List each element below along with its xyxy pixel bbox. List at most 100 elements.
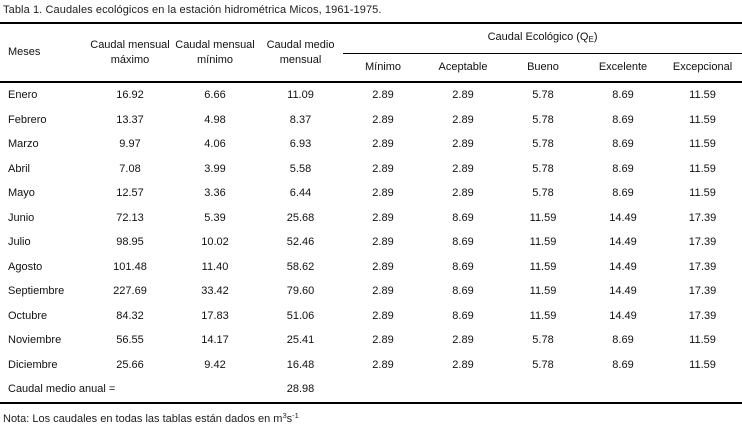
value-cell: 5.78 <box>532 187 554 200</box>
value-cell: 8.69 <box>452 260 474 273</box>
value-cell: 3.36 <box>204 187 226 200</box>
value-cell: 11.59 <box>689 138 716 151</box>
value-cell: 2.89 <box>452 187 474 200</box>
value-cell: 9.42 <box>204 358 226 371</box>
value-cell: 14.49 <box>609 309 637 322</box>
table-row: Septiembre 227.69 33.42 79.60 2.89 8.69 11.59 1… <box>0 279 742 304</box>
month-cell: Octubre <box>8 309 48 322</box>
value-cell: 11.59 <box>689 334 716 347</box>
value-cell: 11.59 <box>529 236 557 249</box>
value-cell: 7.08 <box>119 162 141 175</box>
value-cell: 5.78 <box>532 162 554 175</box>
value-cell: 11.09 <box>287 89 314 102</box>
table-row: Noviembre 56.55 14.17 25.41 2.89 2.89 5.78 8.69… <box>0 328 742 353</box>
value-cell: 8.69 <box>612 162 634 175</box>
col-header-caudal-max: Caudal mensual máximo <box>88 23 172 83</box>
value-cell: 14.49 <box>609 285 637 298</box>
month-cell: Febrero <box>8 113 47 126</box>
value-cell: 14.17 <box>201 334 229 347</box>
month-cell: Enero <box>8 89 38 102</box>
value-cell: 25.68 <box>286 211 315 224</box>
value-cell: 8.69 <box>452 309 474 322</box>
value-cell: 5.58 <box>289 162 312 175</box>
table-body: Enero 16.92 6.66 11.09 2.89 2.89 5.78 8.69 11.59… <box>0 82 742 403</box>
value-cell: 2.89 <box>452 358 474 371</box>
value-cell: 5.78 <box>532 89 554 102</box>
month-cell: Noviembre <box>8 334 62 347</box>
value-cell: 58.62 <box>286 260 315 273</box>
value-cell: 17.39 <box>688 285 717 298</box>
value-cell: 25.66 <box>116 358 144 371</box>
col-header-meses: Meses <box>0 23 88 83</box>
value-cell: 8.69 <box>452 236 474 249</box>
value-cell: 14.49 <box>609 260 637 273</box>
value-cell: 11.59 <box>689 113 716 126</box>
value-cell: 2.89 <box>452 162 474 175</box>
value-cell: 16.48 <box>286 358 315 371</box>
value-cell: 2.89 <box>452 334 474 347</box>
value-cell: 11.59 <box>689 187 716 200</box>
value-cell: 2.89 <box>372 113 394 126</box>
value-cell: 2.89 <box>372 358 394 371</box>
table-header: Meses Caudal mensual máximo Caudal mensua… <box>0 23 742 83</box>
q-subscript: E <box>588 34 594 44</box>
summary-row: Caudal medio anual = 28.98 <box>0 377 742 403</box>
value-cell: 72.13 <box>116 211 144 224</box>
value-cell: 227.69 <box>113 285 147 298</box>
superscript-minus-1: -1 <box>292 410 299 420</box>
table-row: Enero 16.92 6.66 11.09 2.89 2.89 5.78 8.69 11.59 <box>0 82 742 108</box>
table-row: Marzo 9.97 4.06 6.93 2.89 2.89 5.78 8.69 11.59 <box>0 132 742 157</box>
value-cell: 11.59 <box>689 89 716 102</box>
value-cell: 2.89 <box>452 138 474 151</box>
value-cell: 8.69 <box>612 113 634 126</box>
value-cell: 8.37 <box>289 113 312 126</box>
value-cell: 8.69 <box>612 138 634 151</box>
value-cell: 17.83 <box>201 309 229 322</box>
value-cell: 52.46 <box>286 236 315 249</box>
value-cell: 11.40 <box>201 260 229 273</box>
value-cell: 17.39 <box>688 211 717 224</box>
empty-cell <box>503 377 583 403</box>
value-cell: 11.59 <box>529 285 557 298</box>
value-cell: 2.89 <box>372 187 394 200</box>
col-header-minimo: Mínimo <box>343 53 423 83</box>
value-cell: 5.78 <box>532 113 554 126</box>
empty-cell <box>172 377 258 403</box>
value-cell: 56.55 <box>116 334 144 347</box>
value-cell: 25.41 <box>286 334 315 347</box>
value-cell: 2.89 <box>372 334 394 347</box>
value-cell: 2.89 <box>452 113 474 126</box>
value-cell: 101.48 <box>113 260 147 273</box>
value-cell: 2.89 <box>452 89 474 102</box>
table-caption: Tabla 1. Caudales ecológicos en la estac… <box>3 4 382 16</box>
value-cell: 17.39 <box>688 236 717 249</box>
value-cell: 4.06 <box>204 138 226 151</box>
month-cell: Junio <box>8 211 35 224</box>
value-cell: 51.06 <box>286 309 315 322</box>
value-cell: 11.59 <box>689 162 716 175</box>
value-cell: 98.95 <box>116 236 144 249</box>
value-cell: 16.92 <box>116 89 144 102</box>
month-cell: Julio <box>8 236 31 249</box>
value-cell: 11.59 <box>529 260 557 273</box>
col-header-caudal-min: Caudal mensual mínimo <box>172 23 258 83</box>
summary-label-cell: Caudal medio anual = <box>8 383 116 396</box>
value-cell: 8.69 <box>612 334 634 347</box>
month-cell: Agosto <box>8 260 43 273</box>
value-cell: 84.32 <box>116 309 144 322</box>
table-row: Junio 72.13 5.39 25.68 2.89 8.69 11.59 14.49 17.… <box>0 206 742 231</box>
value-cell: 11.59 <box>529 211 557 224</box>
value-cell: 4.98 <box>204 113 226 126</box>
table-row: Diciembre 25.66 9.42 16.48 2.89 2.89 5.78 8.69 1… <box>0 353 742 378</box>
value-cell: 2.89 <box>372 211 394 224</box>
value-cell: 6.93 <box>289 138 312 151</box>
col-header-bueno: Bueno <box>503 53 583 83</box>
value-cell: 14.49 <box>609 236 637 249</box>
value-cell: 2.89 <box>372 138 394 151</box>
superscript-3: 3 <box>282 410 287 420</box>
value-cell: 5.78 <box>532 334 554 347</box>
month-cell: Mayo <box>8 187 35 200</box>
value-cell: 2.89 <box>372 285 394 298</box>
value-cell: 17.39 <box>688 309 717 322</box>
value-cell: 2.89 <box>372 309 394 322</box>
